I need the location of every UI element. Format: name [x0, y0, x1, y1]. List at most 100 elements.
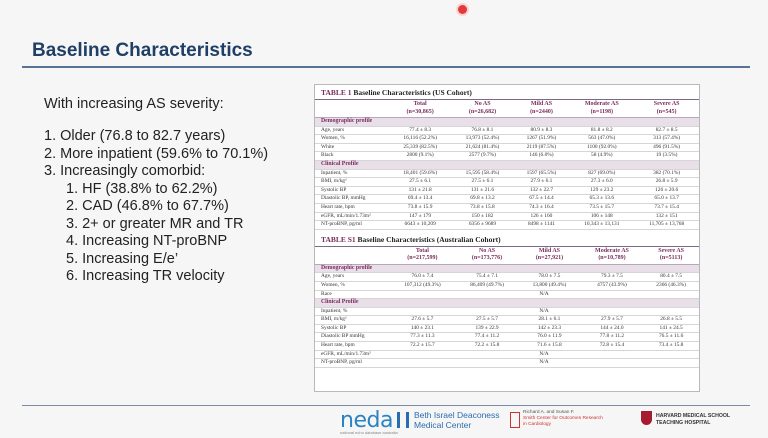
column-header: Mild AS (n=27,921) [518, 246, 581, 265]
table-cell: 147 ± 179 [389, 212, 452, 222]
au-table-tag: TABLE S1 [321, 234, 356, 244]
row-label: NT-proBNP, pg/ml [315, 220, 389, 230]
table-cell: 131 ± 21.8 [389, 186, 452, 196]
table-cell: 1267 (51.9%) [513, 134, 570, 144]
smith-line: in Cardiology [523, 422, 551, 427]
column-header: No AS (n=26,682) [451, 100, 514, 118]
finding-item: 2. More inpatient (59.6% to 70.1%) [44, 145, 269, 162]
table-cell: 6356 ± 9689 [451, 220, 514, 230]
table-cell: 69.8 ± 13.2 [451, 194, 514, 204]
table-cell: 2577 (9.7%) [451, 151, 514, 161]
table-cell: 77.4 ± 8.3 [389, 126, 452, 136]
table-row: eGFR, mL/min/1.73m² 147 ± 179 150 ± 182 126… [315, 212, 699, 222]
table-cell: 132 ± 22.7 [513, 186, 570, 196]
au-table-caption: TABLE S1 Baseline Characteristics (Austr… [315, 232, 699, 247]
row-label: Women, % [315, 281, 389, 291]
table-row: NT-proBNP, pg/ml N/A [315, 358, 699, 368]
table-cell: 72.2 ± 15.8 [455, 341, 519, 351]
neda-logo-subtitle: national echo database australia [340, 430, 398, 435]
table-row: NT-proBNP, pg/ml 6643 ± 10,209 6356 ± 9689… [315, 220, 699, 230]
row-label: Age, years [315, 272, 389, 282]
finding-item: 3. Increasingly comorbid: [44, 163, 206, 179]
table-cell: 19 (3.5%) [634, 151, 699, 161]
table-row: Age, years 77.4 ± 8.3 76.8 ± 8.1 80.9 ± 8.3… [315, 126, 699, 136]
table-cell: 78.0 ± 7.5 [518, 272, 581, 282]
us-table-caption: TABLE 1 Baseline Characteristics (US Coh… [315, 85, 699, 100]
row-label: Race [315, 290, 389, 300]
row-label: eGFR, mL/min/1.73m² [315, 350, 389, 360]
table-cell: 146 (6.0%) [513, 151, 570, 161]
column-header [315, 100, 389, 118]
table-row: Inpatient, % N/A [315, 307, 699, 317]
bidmc-logo-text: Beth Israel Deaconess Medical Center [414, 410, 500, 430]
table-cell: 77.4 ± 11.2 [455, 332, 519, 343]
table-cell: 2800 (9.1%) [389, 151, 452, 161]
table-cell: 142 ± 23.3 [518, 324, 581, 334]
recording-indicator-icon [458, 5, 467, 14]
table-cell: 496 (91.5%) [634, 143, 699, 153]
us-table-tag: TABLE 1 [321, 88, 352, 97]
table-cell: 382 (70.1%) [634, 169, 699, 179]
section-header: Demographic profile [315, 117, 699, 127]
table-cell: 73.7 ± 15.4 [634, 203, 699, 213]
bidmc-logo-icon [397, 412, 409, 428]
table-cell: 313 (57.4%) [634, 134, 699, 144]
row-label: Black [315, 151, 389, 161]
footer-divider [22, 405, 750, 406]
table-cell: 1100 (92.0%) [569, 143, 635, 153]
column-header: Total (n=217,599) [389, 246, 456, 265]
table-cell: N/A [389, 350, 699, 360]
table-row: Diastolic BP mmHg 77.3 ± 11.3 77.4 ± 11.2 7… [315, 332, 699, 343]
table-row: Inpatient, % 18,401 (59.6%) 15,595 (58.4%)… [315, 169, 699, 179]
bidmc-line: Beth Israel Deaconess [414, 410, 500, 420]
table-cell: 79.3 ± 7.5 [580, 272, 644, 282]
table-cell: 69.4 ± 13.4 [389, 194, 452, 204]
table-cell: 106 ± 148 [569, 212, 635, 222]
table-cell: 76.0 ± 11.9 [518, 332, 581, 343]
row-label: BMI, m/kg² [315, 315, 389, 325]
comorbidity-item: 5. Increasing E/e’ [66, 250, 179, 267]
section-header: Clinical Profile [315, 298, 699, 308]
table-cell: 18,401 (59.6%) [389, 169, 452, 179]
table-cell: 26.8 ± 5.5 [643, 315, 699, 325]
table-cell: 126 ± 160 [513, 212, 570, 222]
table-cell: 82.7 ± 8.5 [634, 126, 699, 136]
section-header: Demographic profile [315, 264, 699, 274]
table-cell: 72.8 ± 15.4 [580, 341, 644, 351]
table-cell: 27.9 ± 5.7 [580, 315, 644, 325]
table-cell: 563 (47.0%) [569, 134, 635, 144]
column-header: Total (n=30,865) [389, 100, 452, 118]
table-cell: 27.5 ± 6.1 [389, 177, 452, 187]
slide-title: Baseline Characteristics [32, 40, 253, 61]
table-row: Age, years 76.0 ± 7.4 75.4 ± 7.1 78.0 ± 7.5… [315, 272, 699, 282]
table-cell: 65.3 ± 13.6 [569, 194, 635, 204]
table-cell: 74.3 ± 16.4 [513, 203, 570, 213]
table-cell: N/A [389, 358, 699, 368]
row-label: White [315, 143, 389, 153]
row-label: Age, years [315, 126, 389, 136]
table-cell: 1597 (65.5%) [513, 169, 570, 179]
table-cell: 150 ± 182 [451, 212, 514, 222]
comorbidity-item: 4. Increasing NT-proBNP [66, 233, 228, 249]
table-row: White 25,339 (82.5%) 21,624 (81.4%) 2119 (8… [315, 143, 699, 153]
table-cell: 73.5 ± 15.7 [569, 203, 635, 213]
column-header: Severe AS (n=5113) [643, 246, 699, 265]
table-cell: 21,624 (81.4%) [451, 143, 514, 153]
table-cell: 28.1 ± 6.1 [518, 315, 581, 325]
au-table-title: Baseline Characteristics (Australian Coh… [357, 234, 501, 244]
table-cell: 13,973 (52.4%) [451, 134, 514, 144]
table-cell: 65.0 ± 13.7 [634, 194, 699, 204]
smith-line: Richard A. and Susan F. [523, 410, 575, 415]
table-cell: 13,800 (49.4%) [518, 281, 581, 291]
table-cell: 144 ± 24.0 [580, 324, 644, 334]
table-cell: 6643 ± 10,209 [389, 220, 452, 230]
harvard-line: HARVARD MEDICAL SCHOOL [656, 413, 731, 419]
neda-logo: neda [340, 408, 393, 433]
table-cell: 76.0 ± 7.4 [389, 272, 456, 282]
comorbidity-item: 3. 2+ or greater MR and TR [66, 215, 244, 232]
table-cell: 75.4 ± 7.1 [455, 272, 519, 282]
title-divider [22, 66, 750, 68]
row-label: NT-proBNP, pg/ml [315, 358, 389, 368]
comorbidity-item: 6. Increasing TR velocity [66, 268, 225, 284]
column-header [315, 246, 389, 265]
